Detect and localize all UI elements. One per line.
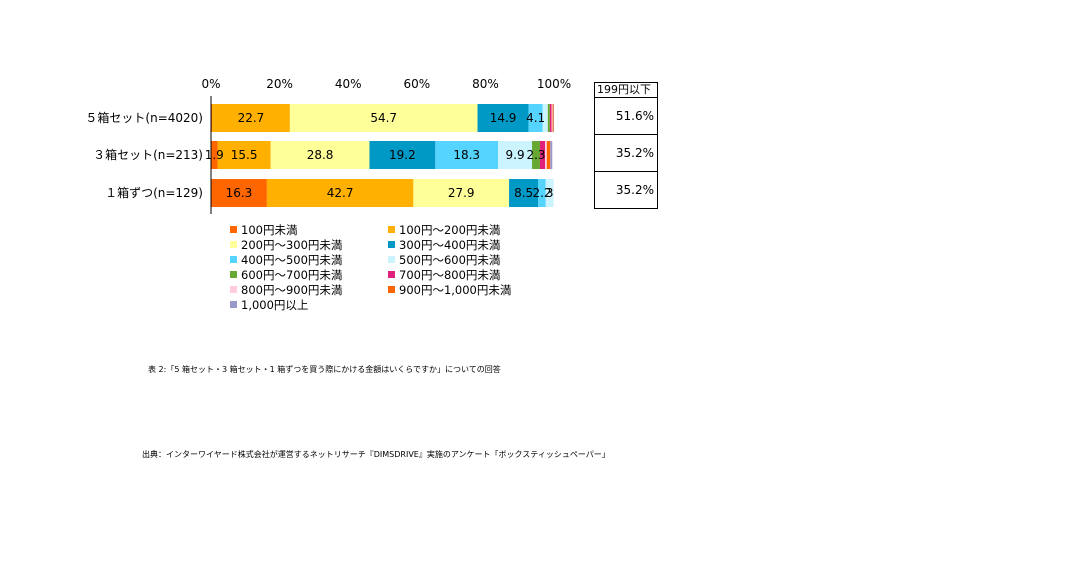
legend-swatch	[230, 241, 237, 248]
bar-segment	[211, 141, 218, 169]
data-label: 16.3	[226, 186, 253, 200]
legend-label: 800円～900円未満	[241, 283, 343, 297]
data-label: 27.9	[448, 186, 475, 200]
bar-segment	[435, 141, 499, 169]
legend-swatch	[230, 271, 237, 278]
bar-segment	[547, 104, 550, 132]
x-tick-label: 0%	[201, 77, 220, 91]
figure-caption: 表 2:「5 箱セット・3 箱セット・1 箱ずつを買う際にかける金額はいくらです…	[148, 365, 501, 374]
bar-segment	[498, 141, 533, 169]
bar-segment	[552, 104, 554, 132]
legend-item: 900円～1,000円未満	[388, 283, 511, 298]
bar-segment	[212, 104, 290, 132]
legend-swatch	[388, 241, 395, 248]
legend-item: 300円～400円未満	[388, 238, 500, 253]
bar-segment	[549, 104, 552, 132]
legend-swatch	[388, 226, 395, 233]
bar-segment	[477, 104, 529, 132]
x-tick-label: 80%	[472, 77, 499, 91]
legend-label: 1,000円以上	[241, 298, 309, 312]
legend-item: 100円～200円未満	[388, 223, 500, 238]
bar-segment	[211, 179, 267, 207]
legend-swatch	[388, 271, 395, 278]
legend-item: 200円～300円未満	[230, 238, 342, 253]
legend-item: 100円未満	[230, 223, 297, 238]
data-label: 1.9	[205, 148, 224, 162]
legend-label: 100円～200円未満	[399, 223, 501, 237]
legend-swatch	[388, 256, 395, 263]
bar-segment	[546, 141, 551, 169]
side-table-cell: 35.2%	[595, 135, 657, 172]
legend-swatch	[230, 301, 237, 308]
data-label: 14.9	[490, 111, 517, 125]
data-label: 42.7	[327, 186, 354, 200]
category-label: １箱ずつ(n=129)	[105, 185, 203, 200]
bar-segment	[551, 104, 553, 132]
legend-swatch	[230, 286, 237, 293]
bar-segment	[369, 141, 436, 169]
data-label: 9.9	[506, 148, 525, 162]
legend-label: 500円～600円未満	[399, 253, 501, 267]
data-label: 8.5	[514, 186, 533, 200]
side-table: 199円以下 51.6% 35.2% 35.2%	[594, 82, 658, 209]
bar-segment	[550, 141, 553, 169]
legend-swatch	[230, 256, 237, 263]
bar-segment	[509, 179, 539, 207]
data-label: 2.2	[532, 186, 551, 200]
legend-item: 1,000円以上	[230, 298, 308, 313]
bar-segment	[532, 141, 540, 169]
bar-segment	[266, 179, 414, 207]
bar-segment	[211, 104, 213, 132]
legend-item: 500円～600円未満	[388, 253, 500, 268]
side-table-header: 199円以下	[595, 83, 657, 98]
bar-segment	[528, 104, 543, 132]
bar-segment	[538, 179, 546, 207]
x-tick-label: 100%	[537, 77, 571, 91]
data-label: 28.8	[307, 148, 334, 162]
category-label: ５箱セット(n=4020)	[85, 110, 203, 125]
legend-label: 200円～300円未満	[241, 238, 343, 252]
bar-segment	[545, 141, 547, 169]
data-label: 3	[546, 186, 554, 200]
x-tick-label: 60%	[403, 77, 430, 91]
bar-segment	[289, 104, 478, 132]
bar-segment	[542, 104, 548, 132]
data-label: 18.3	[453, 148, 480, 162]
data-label: 22.7	[238, 111, 265, 125]
data-label: 2.3	[526, 148, 545, 162]
legend-item: 800円～900円未満	[230, 283, 342, 298]
legend-swatch	[230, 226, 237, 233]
bar-segment	[545, 179, 554, 207]
legend-label: 700円～800円未満	[399, 268, 501, 282]
legend-label: 100円未満	[241, 223, 298, 237]
side-table-cell: 51.6%	[595, 98, 657, 135]
legend-swatch	[388, 286, 395, 293]
source-note: 出典：インターワイヤード株式会社が運営するネットリサーチ『DIMSDRIVE』実…	[142, 450, 610, 459]
legend-item: 700円～800円未満	[388, 268, 500, 283]
legend-label: 900円～1,000円未満	[399, 283, 512, 297]
side-table-cell: 35.2%	[595, 172, 657, 209]
bar-segment	[270, 141, 370, 169]
x-tick-label: 20%	[266, 77, 293, 91]
x-tick-label: 40%	[335, 77, 362, 91]
data-label: 4.1	[526, 111, 545, 125]
data-label: 19.2	[389, 148, 416, 162]
bar-segment	[217, 141, 271, 169]
legend-item: 400円～500円未満	[230, 253, 342, 268]
data-label: 54.7	[370, 111, 397, 125]
legend-label: 600円～700円未満	[241, 268, 343, 282]
legend-item: 600円～700円未満	[230, 268, 342, 283]
bar-segment	[413, 179, 510, 207]
legend-label: 400円～500円未満	[241, 253, 343, 267]
category-label: ３箱セット(n=213)	[93, 147, 203, 162]
legend-label: 300円～400円未満	[399, 238, 501, 252]
bar-segment	[539, 141, 546, 169]
data-label: 15.5	[231, 148, 258, 162]
